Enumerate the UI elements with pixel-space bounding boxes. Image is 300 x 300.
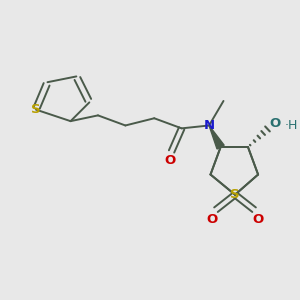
Text: O: O (164, 154, 176, 166)
Text: O: O (253, 213, 264, 226)
Text: N: N (203, 119, 214, 132)
Text: O: O (206, 213, 218, 226)
Polygon shape (209, 125, 224, 149)
Text: S: S (230, 188, 240, 201)
Text: ·H: ·H (285, 119, 298, 132)
Text: S: S (31, 103, 41, 116)
Text: O: O (269, 117, 281, 130)
